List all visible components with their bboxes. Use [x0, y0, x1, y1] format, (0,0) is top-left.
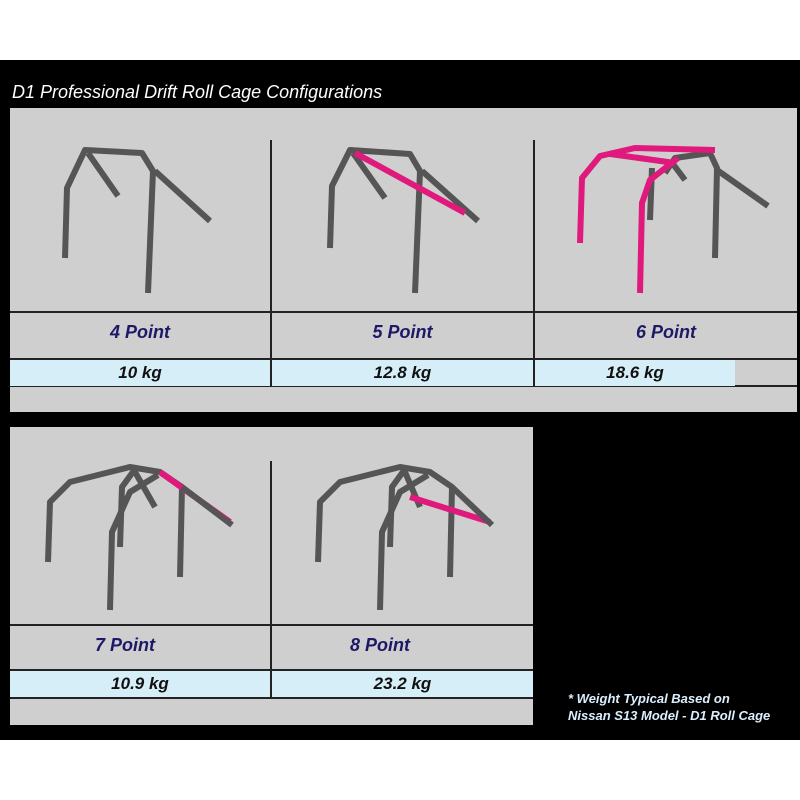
- divider: [10, 697, 533, 699]
- config-label-6-point: 6 Point: [635, 322, 696, 342]
- weight-footnote: * Weight Typical Based on Nissan S13 Mod…: [568, 690, 770, 724]
- footnote-line-1: * Weight Typical Based on: [568, 691, 730, 706]
- config-weight-5-point: 12.8 kg: [272, 360, 533, 386]
- config-label-8-point: 8 Point: [349, 635, 410, 655]
- divider: [10, 669, 533, 671]
- page-title: D1 Professional Drift Roll Cage Configur…: [12, 82, 383, 102]
- cage-6-point: [577, 145, 770, 294]
- config-weight-7-point: 10.9 kg: [10, 671, 270, 697]
- divider: [270, 140, 272, 386]
- cage-8-point: [315, 464, 495, 611]
- config-weight-6-point: 18.6 kg: [535, 360, 735, 386]
- cage-diagrams-top: [62, 145, 770, 294]
- bottom-panel: 7 Point 8 Point 10.9 kg 23.2 kg: [10, 427, 533, 725]
- divider: [10, 358, 797, 360]
- divider: [270, 461, 272, 699]
- config-label-5-point: 5 Point: [372, 322, 433, 342]
- divider: [533, 140, 535, 386]
- cage-7-point: [45, 464, 234, 611]
- divider: [10, 624, 533, 626]
- cage-5-point: [327, 147, 480, 294]
- top-panel: 4 Point 5 Point 6 Point 10 kg 12.8 kg 18…: [10, 108, 797, 412]
- config-label-4-point: 4 Point: [109, 322, 170, 342]
- config-weight-4-point: 10 kg: [10, 360, 270, 386]
- footnote-line-2: Nissan S13 Model - D1 Roll Cage: [568, 708, 771, 723]
- cage-diagrams-bottom: [45, 464, 495, 611]
- config-label-7-point: 7 Point: [94, 635, 155, 655]
- divider: [10, 385, 797, 387]
- divider: [10, 311, 797, 313]
- config-weight-8-point: 23.2 kg: [272, 671, 533, 697]
- cage-4-point: [62, 147, 213, 294]
